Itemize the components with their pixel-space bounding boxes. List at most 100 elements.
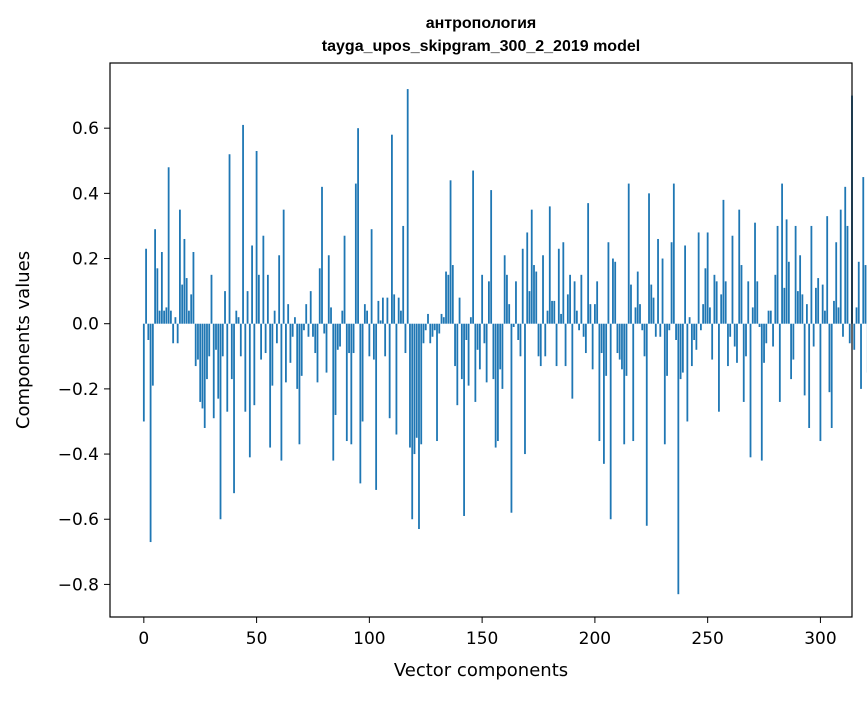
y-axis-label: Components values (13, 251, 34, 429)
bar (574, 281, 576, 323)
bar (673, 184, 675, 324)
y-axis: −0.8−0.6−0.4−0.20.00.20.40.6 (58, 119, 110, 595)
bar (506, 275, 508, 324)
bar (650, 285, 652, 324)
bar (249, 324, 251, 458)
chart-subtitle: tayga_upos_skipgram_300_2_2019 model (322, 38, 640, 55)
bar (294, 317, 296, 324)
bar (725, 281, 727, 323)
bar (330, 307, 332, 323)
bar (695, 324, 697, 350)
bar (795, 226, 797, 324)
bars-group (143, 89, 867, 594)
bar (441, 314, 443, 324)
bar (445, 272, 447, 324)
bar (368, 324, 370, 357)
bar (409, 324, 411, 448)
bar (427, 314, 429, 324)
bar (583, 324, 585, 337)
bar (777, 226, 779, 324)
bar (411, 324, 413, 520)
bar (524, 324, 526, 454)
bar (495, 324, 497, 448)
bar (499, 324, 501, 370)
bar (865, 265, 867, 324)
bar (161, 252, 163, 324)
bar (154, 229, 156, 324)
bar (520, 324, 522, 357)
bar (262, 236, 264, 324)
bar (646, 324, 648, 526)
bar (783, 288, 785, 324)
bar (567, 294, 569, 323)
bar (680, 324, 682, 379)
bar (170, 311, 172, 324)
bar (770, 311, 772, 324)
bar (287, 304, 289, 324)
bar (677, 324, 679, 594)
bar (377, 301, 379, 324)
bar (553, 301, 555, 324)
bar (756, 281, 758, 323)
bar (217, 324, 219, 399)
bar (599, 324, 601, 441)
bar (720, 294, 722, 323)
bar (526, 232, 528, 323)
bar (319, 268, 321, 323)
bar (639, 304, 641, 324)
bar (238, 317, 240, 324)
bar (558, 249, 560, 324)
bar (587, 203, 589, 324)
bar (856, 307, 858, 323)
bar (438, 324, 440, 334)
bar (736, 324, 738, 363)
bar (657, 239, 659, 324)
bar (436, 324, 438, 441)
bar (384, 324, 386, 357)
bar (662, 259, 664, 324)
bar (612, 259, 614, 324)
bar (801, 294, 803, 323)
bar (193, 252, 195, 324)
bar (711, 324, 713, 360)
bar (594, 304, 596, 324)
bar (468, 324, 470, 386)
bar (389, 324, 391, 419)
bar (664, 324, 666, 445)
bar (844, 187, 846, 324)
bar (533, 265, 535, 324)
bar (829, 324, 831, 392)
bar (159, 311, 161, 324)
bar (840, 210, 842, 324)
bar (659, 324, 661, 337)
bar (251, 245, 253, 323)
bar (231, 324, 233, 379)
bar (323, 324, 325, 334)
bar (202, 324, 204, 409)
bar (222, 324, 224, 357)
bar (576, 311, 578, 324)
bar (278, 255, 280, 323)
bar (686, 324, 688, 422)
bar (502, 324, 504, 389)
bar (274, 311, 276, 324)
bar (761, 324, 763, 461)
bar (454, 324, 456, 366)
bar (452, 265, 454, 324)
bar (808, 324, 810, 428)
bar (824, 311, 826, 324)
bar (145, 249, 147, 324)
y-tick-label: 0.0 (72, 315, 99, 335)
bar (621, 324, 623, 370)
bar (481, 275, 483, 324)
bar (698, 232, 700, 323)
bar (571, 324, 573, 399)
bar (596, 281, 598, 323)
bar (172, 324, 174, 344)
bar (240, 324, 242, 357)
bar (493, 324, 495, 379)
bar (195, 324, 197, 366)
bar (346, 324, 348, 441)
bar (260, 324, 262, 360)
